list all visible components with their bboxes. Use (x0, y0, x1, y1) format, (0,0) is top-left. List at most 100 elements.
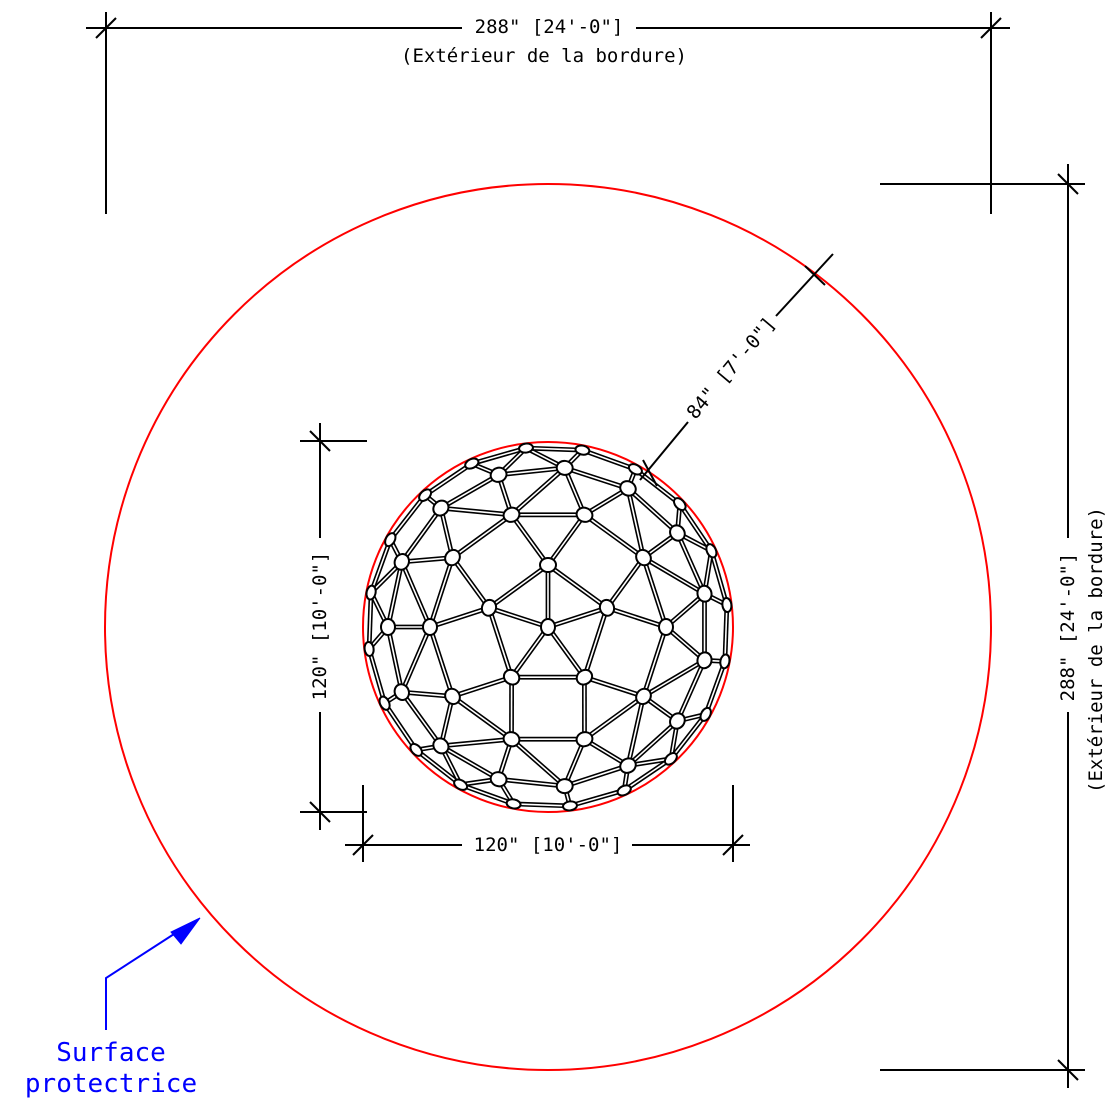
dome-width-tick-right (722, 834, 744, 856)
dome-height-dimension: 120" [10'-0"] (300, 423, 367, 830)
dome-strut (471, 445, 526, 463)
dome-strut (388, 493, 425, 540)
dome-strut (622, 756, 671, 790)
dome-strut (509, 739, 565, 788)
dome-strut (371, 539, 393, 594)
right-height-dimension: 288" [24'-0"] (Extérieur de la bordure) (880, 164, 1105, 1088)
dome-strut (703, 660, 725, 715)
dome-strut (509, 466, 565, 515)
dome-hub (393, 683, 410, 701)
callout-label-line1: Surface (56, 1038, 166, 1068)
dome-strut (427, 556, 452, 627)
dome-strut (678, 660, 707, 723)
dome-strut (607, 558, 646, 610)
dome-hub (696, 651, 713, 670)
dome-strut (526, 445, 583, 450)
callout-leader-line (105, 924, 189, 1030)
dome-strut (644, 556, 669, 627)
dome-height-tick-top (309, 430, 331, 452)
dome-hub (432, 737, 450, 755)
dome-strut (628, 487, 646, 558)
dome-strut (512, 627, 550, 679)
dome-strut (498, 780, 565, 789)
dome-strut (582, 607, 607, 677)
dome-hub (663, 752, 678, 766)
dome-strut (584, 512, 645, 557)
dome-strut (429, 605, 489, 627)
dome-strut (642, 558, 705, 596)
dome-hub (422, 618, 438, 636)
dome-hub (619, 480, 637, 497)
dome-strut (401, 692, 453, 699)
dome-strut (489, 607, 514, 677)
dome-hub (555, 459, 574, 476)
dome-strut (486, 608, 511, 678)
dome-strut (439, 746, 499, 782)
dome-strut (441, 743, 500, 779)
dome-strut (709, 551, 727, 606)
dome-hub (539, 557, 557, 573)
dome-strut (671, 714, 708, 761)
dome-strut (570, 791, 625, 809)
dome-strut (583, 515, 643, 560)
right-height-label: 288" [24'-0"] (1057, 553, 1079, 702)
dome-strut (498, 465, 565, 474)
dome-strut (680, 502, 714, 551)
dome-strut (498, 776, 565, 786)
dome-hub (505, 798, 522, 810)
dome-hub (598, 598, 616, 617)
dome-strut (441, 740, 512, 749)
clearance-label: 84" [7'-0"] (683, 313, 781, 424)
dome-strut (706, 661, 728, 716)
dome-width-label: 120" [10'-0"] (474, 834, 623, 856)
dome-strut (368, 538, 390, 593)
callout-arrowhead (170, 917, 201, 945)
dome-strut (678, 531, 707, 594)
dome-hub (489, 466, 508, 483)
dome-strut (548, 563, 609, 608)
dome-strut (423, 461, 472, 495)
dome-strut (583, 486, 628, 515)
callout-label-line2: protectrice (25, 1069, 197, 1099)
dome-hub (378, 695, 391, 711)
dome-strut (584, 489, 630, 517)
dome-strut (430, 557, 455, 628)
dome-strut (664, 591, 705, 627)
dome-strut (563, 763, 628, 786)
dome-strut (626, 489, 677, 535)
dome-strut (402, 690, 443, 746)
dome-strut (565, 739, 587, 788)
dome-hub (635, 687, 652, 706)
right-dim-tick-top (1057, 173, 1079, 195)
dome-strut (585, 608, 610, 678)
dome-strut (390, 495, 427, 542)
dome-strut (635, 467, 682, 504)
dome-strut (402, 627, 433, 694)
dome-strut (402, 560, 433, 627)
dome-strut (513, 801, 571, 806)
dome-hub (444, 548, 461, 567)
dome-strut (563, 468, 628, 491)
dome-strut (583, 677, 644, 699)
dome-strut (509, 625, 548, 677)
dome-strut (669, 712, 706, 759)
dome-strut (625, 695, 643, 766)
top-width-sublabel: (Extérieur de la bordure) (401, 45, 687, 67)
dome-hub (575, 668, 594, 686)
dome-strut (430, 626, 455, 697)
dome-strut (369, 648, 387, 703)
dome-hub (721, 597, 733, 613)
dome-strut (562, 468, 584, 516)
dome-strut (583, 694, 643, 739)
dome-hub (384, 532, 397, 548)
dome-hub (574, 444, 591, 456)
dome-strut (453, 694, 513, 739)
dome-strut (642, 658, 705, 696)
dome-strut (666, 594, 707, 629)
protective-surface-circle (104, 183, 992, 1071)
dome-strut (677, 504, 711, 553)
dome-strut (385, 561, 402, 627)
dome-strut (564, 465, 629, 488)
protective-surface-callout: Surface protectrice (25, 917, 201, 1099)
dome-strut (633, 469, 680, 506)
